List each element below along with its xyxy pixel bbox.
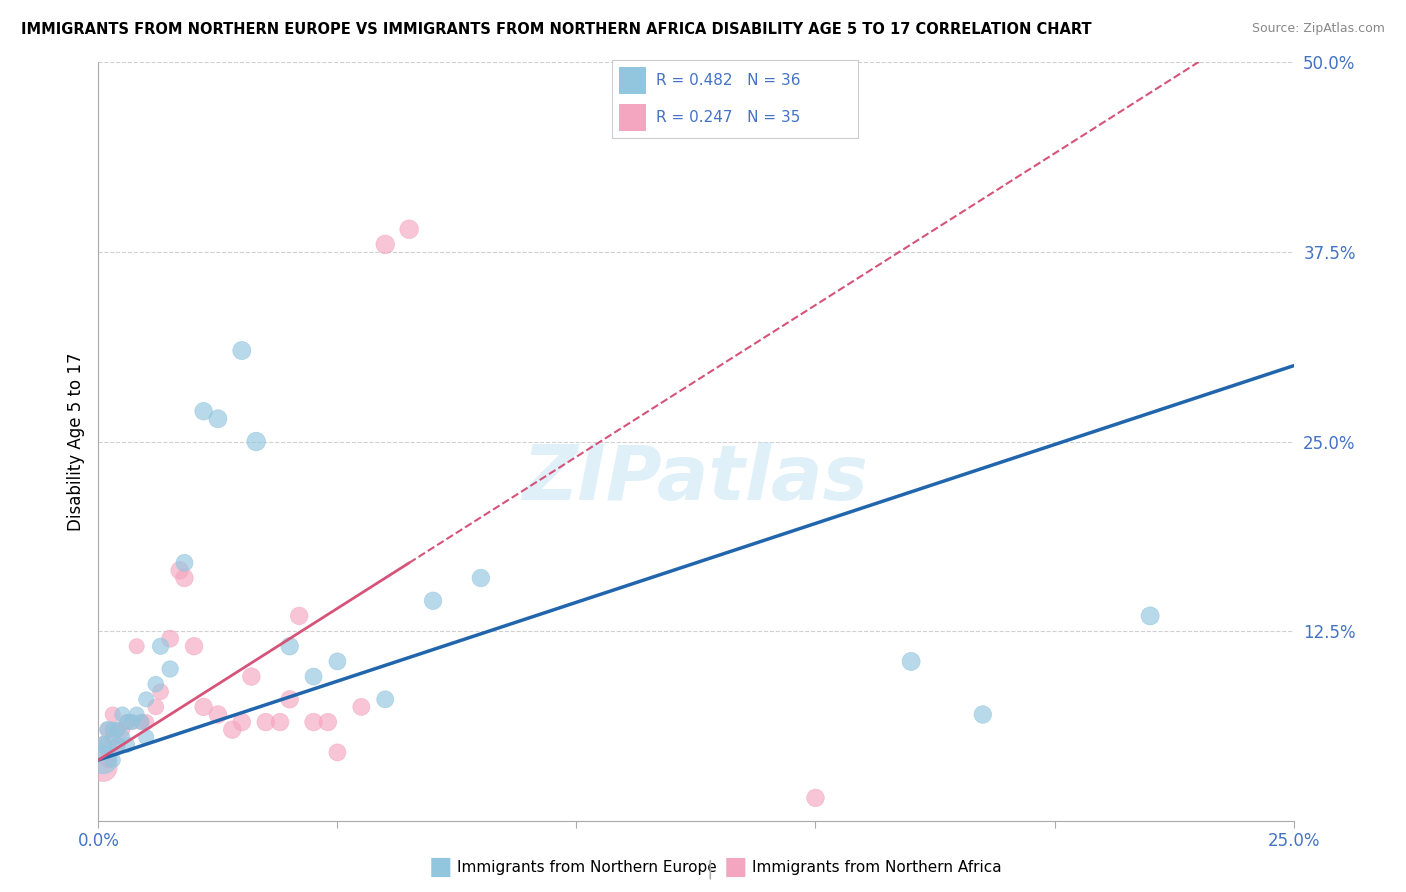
Point [1139, 608, 1161, 623]
Point [149, 639, 172, 653]
Text: |: | [707, 859, 713, 879]
Point [91, 738, 114, 752]
Point [135, 692, 157, 706]
Text: Immigrants from Northern Africa: Immigrants from Northern Africa [752, 860, 1002, 874]
Point [107, 723, 129, 737]
Point [149, 685, 172, 699]
Point [278, 639, 301, 653]
Point [101, 707, 124, 722]
Point [470, 571, 492, 585]
Text: ■: ■ [724, 855, 748, 879]
Point [101, 723, 124, 737]
Point [326, 655, 349, 669]
Point [131, 715, 153, 730]
Point [107, 738, 129, 752]
Bar [619, 103, 647, 131]
Point [115, 738, 138, 752]
Point [101, 753, 124, 767]
Point [169, 564, 191, 578]
Point [121, 715, 143, 730]
Point [97, 738, 120, 752]
Point [131, 715, 153, 730]
Point [374, 237, 396, 252]
Point [302, 669, 325, 683]
Point [804, 791, 827, 805]
Text: ■: ■ [429, 855, 453, 879]
Point [159, 632, 181, 646]
Point [398, 222, 420, 236]
Point [316, 715, 339, 730]
Point [972, 707, 994, 722]
Text: Immigrants from Northern Europe: Immigrants from Northern Europe [457, 860, 717, 874]
Point [374, 692, 396, 706]
Point [302, 715, 325, 730]
Point [207, 412, 229, 426]
Point [145, 677, 167, 691]
Point [350, 699, 373, 714]
Point [121, 715, 143, 730]
Point [91, 760, 114, 774]
Point [173, 556, 195, 570]
Point [97, 723, 120, 737]
Point [111, 730, 134, 744]
Point [135, 730, 157, 744]
Point [115, 715, 138, 730]
Point [231, 715, 253, 730]
Point [269, 715, 291, 730]
Point [97, 723, 120, 737]
Point [661, 55, 683, 70]
Point [135, 715, 157, 730]
Point [900, 655, 922, 669]
Text: ZIPatlas: ZIPatlas [523, 442, 869, 516]
Point [159, 662, 181, 676]
Point [173, 571, 195, 585]
Text: R = 0.482   N = 36: R = 0.482 N = 36 [655, 73, 800, 88]
Point [278, 692, 301, 706]
Point [107, 723, 129, 737]
Point [288, 608, 311, 623]
Point [245, 434, 267, 449]
Point [207, 707, 229, 722]
Point [221, 723, 243, 737]
Point [193, 699, 215, 714]
Bar [619, 67, 647, 95]
Point [91, 753, 114, 767]
Point [326, 746, 349, 760]
Point [97, 753, 120, 767]
Point [125, 639, 148, 653]
Point [422, 594, 444, 608]
Point [240, 669, 263, 683]
Y-axis label: Disability Age 5 to 17: Disability Age 5 to 17 [66, 352, 84, 531]
Point [111, 707, 134, 722]
Text: R = 0.247   N = 35: R = 0.247 N = 35 [655, 110, 800, 125]
Point [101, 730, 124, 744]
Point [115, 715, 138, 730]
Text: IMMIGRANTS FROM NORTHERN EUROPE VS IMMIGRANTS FROM NORTHERN AFRICA DISABILITY AG: IMMIGRANTS FROM NORTHERN EUROPE VS IMMIG… [21, 22, 1091, 37]
Point [193, 404, 215, 418]
Point [145, 699, 167, 714]
Point [183, 639, 205, 653]
Point [254, 715, 277, 730]
Point [91, 738, 114, 752]
Text: Source: ZipAtlas.com: Source: ZipAtlas.com [1251, 22, 1385, 36]
Point [111, 723, 134, 737]
Point [231, 343, 253, 358]
Point [107, 738, 129, 752]
Point [125, 707, 148, 722]
